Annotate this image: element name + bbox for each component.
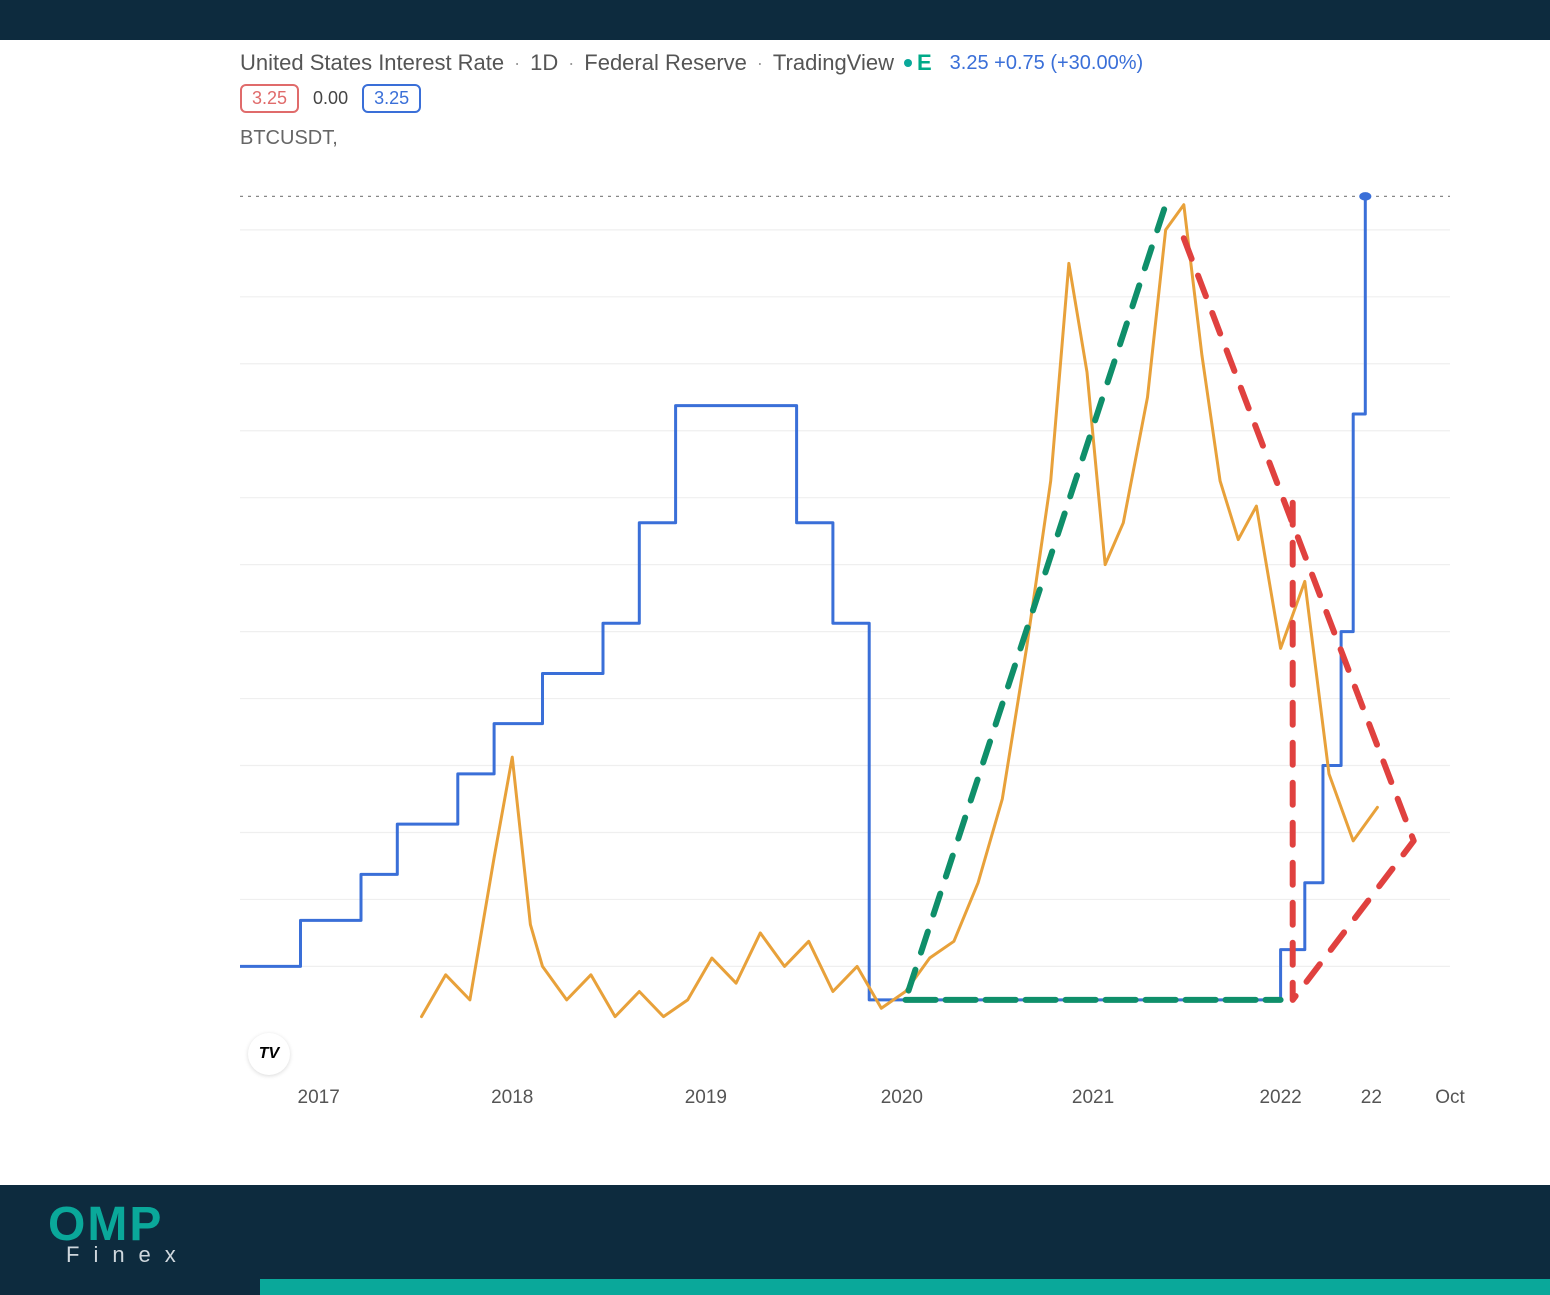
pill-low: 3.25 xyxy=(362,84,421,113)
frame: United States Interest Rate · 1D · Feder… xyxy=(0,0,1550,1295)
value-pills: 3.25 0.00 3.25 xyxy=(240,84,1450,113)
quote-readout: 3.25 +0.75 (+30.00%) xyxy=(950,52,1144,75)
chart-svg xyxy=(240,188,1450,1025)
series-trend_down_dash xyxy=(1184,238,1414,1000)
brand-name: OMP xyxy=(48,1203,190,1246)
chart-platform: TradingView xyxy=(773,50,894,76)
brand-logo: OMP Finex xyxy=(48,1203,190,1268)
chart-source: Federal Reserve xyxy=(584,50,747,76)
x-tick: 2022 xyxy=(1259,1087,1301,1109)
x-tick: 2018 xyxy=(491,1087,533,1109)
pill-high: 3.25 xyxy=(240,84,299,113)
extended-badge: E xyxy=(904,50,932,76)
tradingview-logo-icon[interactable]: TV xyxy=(248,1033,290,1075)
x-tick: 2019 xyxy=(685,1087,727,1109)
status-dot-icon xyxy=(904,59,912,67)
chart-title: United States Interest Rate xyxy=(240,50,504,76)
x-axis: 20172018201920202021202222Oct xyxy=(240,1087,1450,1115)
separator-dot: · xyxy=(757,53,763,74)
brand-subname: Finex xyxy=(66,1242,190,1268)
separator-dot: · xyxy=(568,53,574,74)
separator-dot: · xyxy=(514,53,520,74)
chart-header: United States Interest Rate · 1D · Feder… xyxy=(240,50,1450,76)
chart-area: United States Interest Rate · 1D · Feder… xyxy=(0,40,1550,1185)
plot-area[interactable] xyxy=(240,188,1450,1025)
series-trend_up_dash xyxy=(906,205,1281,1000)
series-btc_usdt xyxy=(422,205,1378,1017)
x-tick: 2020 xyxy=(881,1087,923,1109)
secondary-symbol: BTCUSDT, xyxy=(240,127,1450,150)
extended-badge-label: E xyxy=(917,50,932,76)
x-tick: 22 xyxy=(1361,1087,1382,1109)
last-value-marker xyxy=(1359,192,1371,200)
x-tick: Oct xyxy=(1435,1087,1465,1109)
x-tick: 2021 xyxy=(1072,1087,1114,1109)
footer-bar: OMP Finex xyxy=(0,1185,1550,1295)
pill-mid: 0.00 xyxy=(307,88,354,109)
top-bar xyxy=(0,0,1550,40)
chart-interval: 1D xyxy=(530,50,558,76)
x-tick: 2017 xyxy=(298,1087,340,1109)
footer-accent-bar xyxy=(260,1279,1550,1295)
quote-value: 3.25 xyxy=(950,52,989,74)
quote-change: +0.75 xyxy=(994,52,1045,74)
quote-change-pct: (+30.00%) xyxy=(1050,52,1143,74)
